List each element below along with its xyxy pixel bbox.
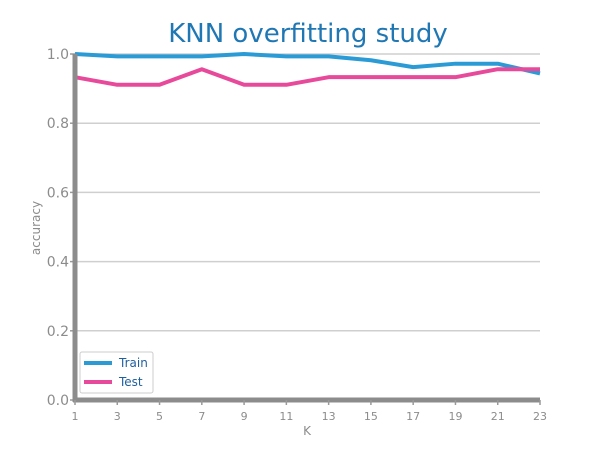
- x-tick-label: 13: [322, 410, 336, 423]
- series-line-train: [74, 52, 541, 76]
- x-tick-label: 11: [279, 410, 293, 423]
- y-tick-label: 0.4: [47, 255, 69, 271]
- x-tick-label: 17: [406, 410, 420, 423]
- y-tick-label: 0.2: [47, 324, 69, 340]
- x-tick-label: 15: [364, 410, 378, 423]
- y-tick-labels: 0.0 0.2 0.4 0.6 0.8 1.0: [47, 47, 69, 409]
- legend-label: Train: [118, 356, 148, 370]
- x-tick-label: 19: [448, 410, 462, 423]
- x-tick-label: 7: [198, 410, 205, 423]
- x-tick-label: 1: [72, 410, 79, 423]
- y-tick-label: 0.8: [47, 116, 69, 132]
- y-tick-label: 0.0: [47, 393, 69, 409]
- legend-label: Test: [118, 375, 143, 389]
- y-tick-label: 1.0: [47, 47, 69, 63]
- y-axis-label: accuracy: [29, 201, 43, 255]
- x-axis-label: K: [303, 424, 312, 438]
- legend: Train Test: [79, 351, 154, 394]
- chart-title: KNN overfitting study: [168, 19, 448, 49]
- x-tick-labels: 1 3 5 7 9 11 13 15 17 19 21 23: [72, 400, 547, 423]
- gridlines: [70, 53, 540, 401]
- y-tick-label: 0.6: [47, 185, 69, 201]
- x-tick-label: 23: [533, 410, 547, 423]
- x-tick-label: 3: [114, 410, 121, 423]
- x-tick-label: 21: [491, 410, 505, 423]
- series-lines: [74, 52, 541, 87]
- x-tick-label: 9: [241, 410, 248, 423]
- x-tick-label: 5: [156, 410, 163, 423]
- series-line-test: [74, 67, 540, 87]
- axes: [72, 54, 540, 403]
